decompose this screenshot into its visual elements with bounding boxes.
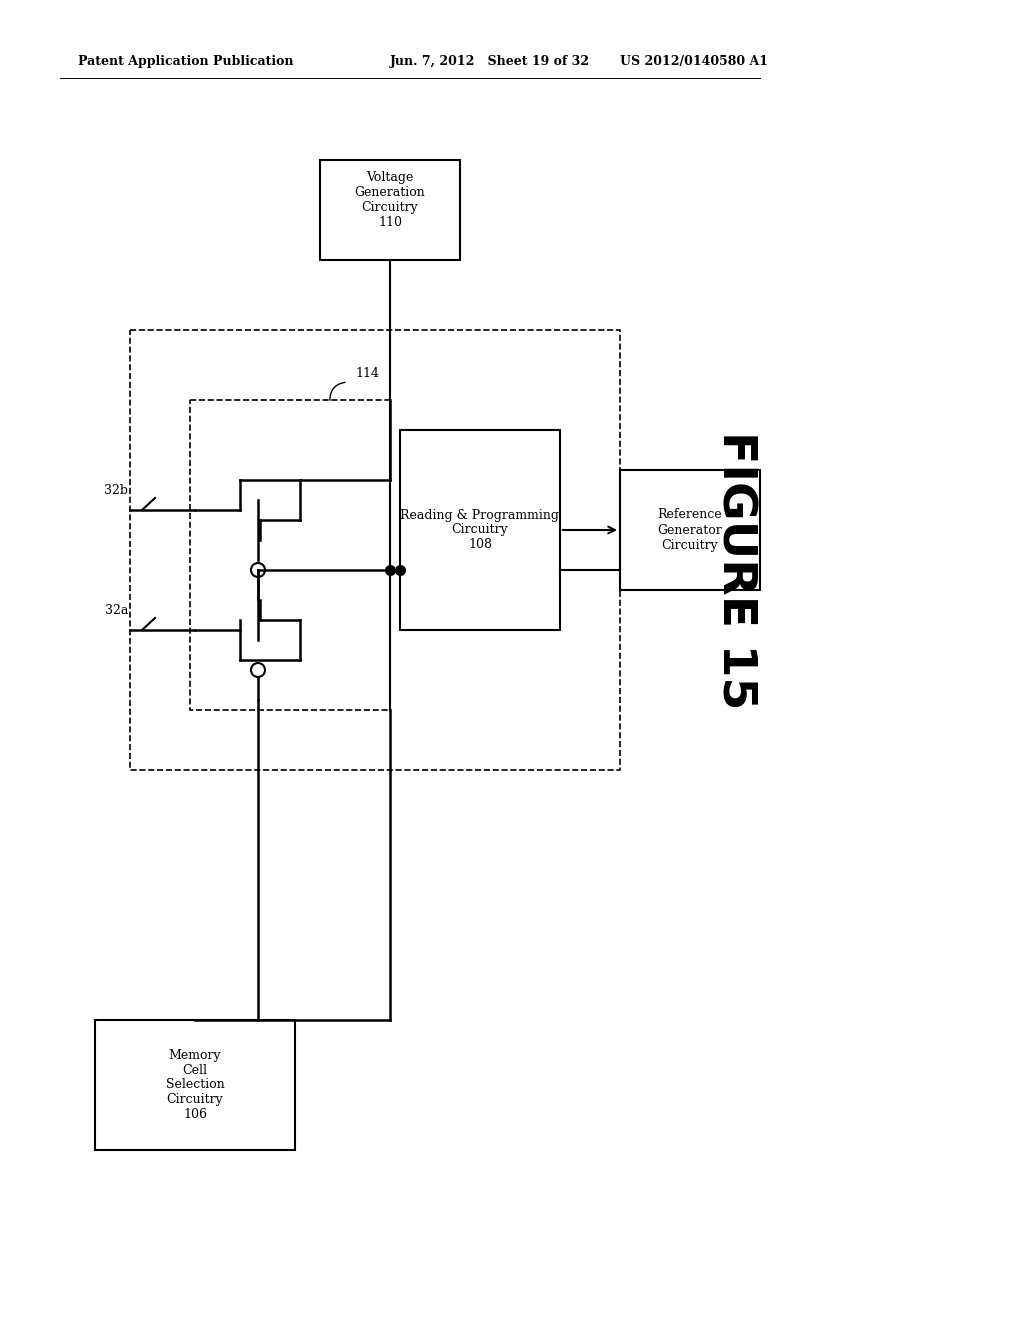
Bar — [400, 430, 560, 630]
Text: Patent Application Publication: Patent Application Publication — [78, 55, 294, 69]
Bar — [620, 470, 760, 590]
Bar — [95, 1020, 295, 1150]
Text: US 2012/0140580 A1: US 2012/0140580 A1 — [620, 55, 768, 69]
Bar — [130, 330, 620, 770]
Text: 32a: 32a — [104, 603, 128, 616]
Bar — [190, 400, 390, 710]
Text: 32b: 32b — [104, 483, 128, 496]
Text: Jun. 7, 2012   Sheet 19 of 32: Jun. 7, 2012 Sheet 19 of 32 — [390, 55, 590, 69]
Text: Reference
Generator
Circuitry: Reference Generator Circuitry — [657, 508, 722, 552]
Text: Reading & Programming
Circuitry
108: Reading & Programming Circuitry 108 — [400, 508, 559, 552]
Text: Memory
Cell
Selection
Circuitry
106: Memory Cell Selection Circuitry 106 — [166, 1048, 224, 1122]
Bar — [319, 160, 460, 260]
Text: Voltage
Generation
Circuitry
110: Voltage Generation Circuitry 110 — [354, 172, 425, 228]
Text: FIGURE 15: FIGURE 15 — [713, 430, 758, 709]
Text: 114: 114 — [355, 367, 379, 380]
